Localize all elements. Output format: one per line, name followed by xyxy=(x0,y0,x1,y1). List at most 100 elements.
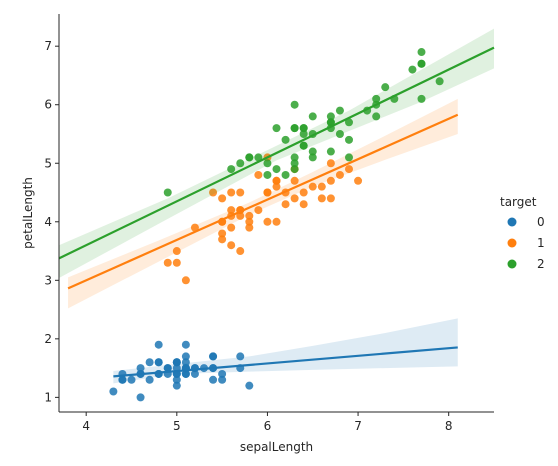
data-point xyxy=(236,188,245,197)
confidence-band xyxy=(113,318,458,384)
data-point xyxy=(245,211,254,220)
data-point xyxy=(326,112,335,121)
data-point xyxy=(209,188,218,197)
legend-marker xyxy=(507,238,517,248)
data-point xyxy=(218,194,227,203)
data-point xyxy=(345,153,353,162)
data-point xyxy=(263,217,272,226)
y-ticks: 1 2 3 4 5 6 7 xyxy=(44,39,59,404)
data-point xyxy=(172,247,181,256)
data-point xyxy=(263,159,272,168)
x-axis-title: sepalLength xyxy=(240,440,313,454)
data-point xyxy=(109,387,118,396)
data-point xyxy=(335,106,344,115)
data-point xyxy=(326,194,335,203)
data-point xyxy=(272,165,281,174)
data-point xyxy=(290,124,299,133)
data-point xyxy=(417,59,426,68)
data-point xyxy=(317,194,326,203)
data-point xyxy=(290,153,299,162)
data-point xyxy=(245,223,254,232)
data-point xyxy=(163,188,172,197)
data-point xyxy=(308,153,317,162)
data-point xyxy=(209,352,218,361)
data-point xyxy=(245,381,254,390)
data-point xyxy=(417,48,426,57)
data-point xyxy=(435,77,444,86)
data-point xyxy=(290,165,299,174)
data-point xyxy=(218,229,227,238)
data-point xyxy=(326,176,335,185)
series-1 xyxy=(67,98,459,309)
data-point xyxy=(326,159,335,168)
x-tick-label: 8 xyxy=(445,419,453,433)
data-point xyxy=(372,94,381,103)
data-point xyxy=(181,340,190,349)
data-point xyxy=(181,276,190,285)
legend-label: 1 xyxy=(537,236,545,250)
data-point xyxy=(290,159,299,168)
legend-marker xyxy=(507,259,517,269)
data-point xyxy=(326,147,335,156)
data-point xyxy=(317,182,326,191)
data-point xyxy=(181,352,190,361)
data-point xyxy=(163,364,172,373)
data-point xyxy=(290,100,299,109)
data-point xyxy=(308,147,317,156)
confidence-band xyxy=(68,98,458,309)
data-point xyxy=(272,217,281,226)
data-point xyxy=(227,188,236,197)
data-point xyxy=(281,200,290,209)
regression-line xyxy=(67,113,459,290)
data-point xyxy=(227,241,236,250)
data-point xyxy=(408,65,417,74)
y-tick-label: 3 xyxy=(44,273,52,287)
legend: target 0 1 2 xyxy=(500,195,545,271)
legend-entry-1: 1 xyxy=(507,236,545,250)
x-tick-label: 7 xyxy=(354,419,362,433)
regression-line xyxy=(113,346,458,378)
data-point xyxy=(254,170,263,179)
x-tick-label: 6 xyxy=(264,419,272,433)
data-point xyxy=(290,176,299,185)
data-point xyxy=(254,206,263,215)
data-point xyxy=(163,258,172,267)
data-point xyxy=(227,165,236,174)
data-point xyxy=(335,170,344,179)
data-point xyxy=(299,200,308,209)
data-point xyxy=(372,112,381,121)
data-point xyxy=(245,153,254,162)
data-point xyxy=(136,393,145,402)
x-tick-label: 4 xyxy=(82,419,90,433)
data-point xyxy=(299,188,308,197)
data-point xyxy=(218,375,227,384)
x-ticks: 4 5 6 7 8 xyxy=(82,412,453,433)
data-point xyxy=(236,352,245,361)
data-point xyxy=(345,165,353,174)
data-point xyxy=(345,118,353,127)
legend-entry-0: 0 xyxy=(507,215,545,229)
data-point xyxy=(272,124,281,133)
data-point xyxy=(308,112,317,121)
data-point xyxy=(263,170,272,179)
regression-line xyxy=(58,46,495,260)
data-point xyxy=(154,340,163,349)
data-point xyxy=(281,135,290,144)
data-point xyxy=(236,211,245,220)
data-point xyxy=(354,176,363,185)
series-2 xyxy=(58,28,495,278)
y-tick-label: 5 xyxy=(44,156,52,170)
y-tick-label: 7 xyxy=(44,39,52,53)
legend-label: 2 xyxy=(537,257,545,271)
y-tick-label: 6 xyxy=(44,98,52,112)
data-point xyxy=(154,369,163,378)
data-point xyxy=(381,83,390,92)
data-point xyxy=(254,153,263,162)
data-point xyxy=(181,369,190,378)
y-tick-label: 1 xyxy=(44,390,52,404)
data-point xyxy=(218,369,227,378)
x-tick-label: 5 xyxy=(173,419,181,433)
data-point xyxy=(417,94,426,103)
data-point xyxy=(227,223,236,232)
legend-title: target xyxy=(500,195,537,209)
